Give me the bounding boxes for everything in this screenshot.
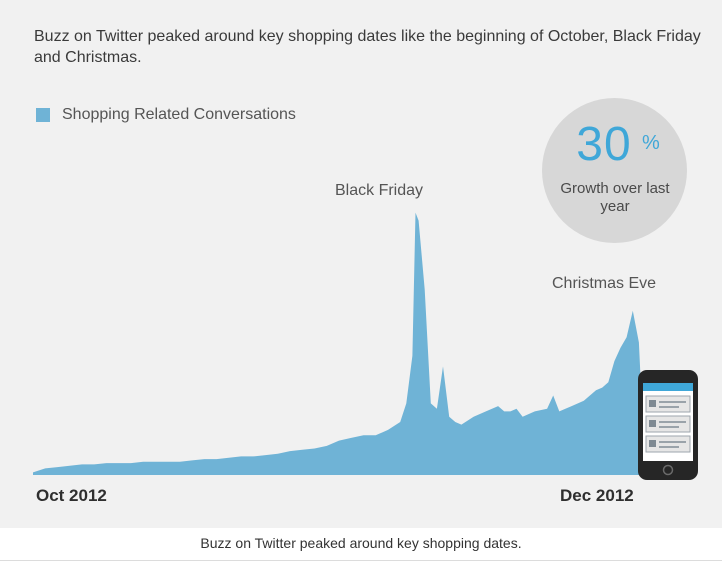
- growth-percent-sign: %: [642, 132, 660, 154]
- legend-label: Shopping Related Conversations: [62, 106, 296, 123]
- growth-number: 30: [576, 118, 632, 171]
- annotation-black-friday: Black Friday: [335, 182, 424, 199]
- legend-swatch: [36, 108, 50, 122]
- figure-caption: Buzz on Twitter peaked around key shoppi…: [0, 528, 722, 561]
- growth-badge: 30 % Growth over last year: [542, 98, 687, 243]
- growth-text: Growth over last year: [560, 180, 670, 215]
- annotation-christmas-eve: Christmas Eve: [552, 275, 657, 292]
- infographic-card: Buzz on Twitter peaked around key shoppi…: [0, 0, 722, 528]
- legend: Shopping Related Conversations: [36, 106, 296, 124]
- series-area-shopping: [33, 212, 645, 475]
- x-tick-label-start: Oct 2012: [36, 486, 107, 505]
- headline: Buzz on Twitter peaked around key shoppi…: [34, 28, 701, 66]
- smartphone-icon: [638, 370, 698, 480]
- area-chart: [33, 212, 645, 475]
- x-tick-label-end: Dec 2012: [560, 486, 634, 505]
